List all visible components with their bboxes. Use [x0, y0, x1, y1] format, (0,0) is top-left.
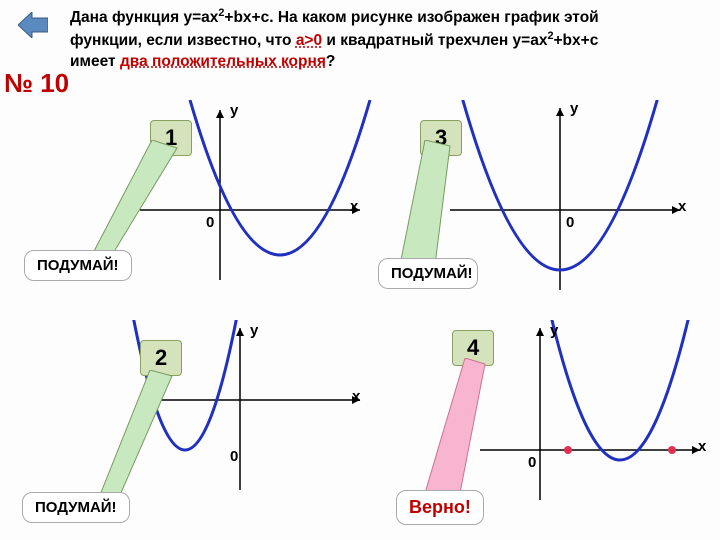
callout-tail-icon — [92, 140, 182, 260]
x-axis-label: х — [352, 388, 360, 405]
callout-tail-icon — [420, 358, 500, 498]
origin-label: 0 — [566, 214, 574, 231]
chart-3 — [440, 100, 700, 300]
y-axis-label: y — [550, 322, 558, 339]
back-arrow-icon[interactable] — [18, 12, 48, 38]
feedback-2: ПОДУМАЙ! — [22, 492, 130, 523]
y-axis-label: y — [250, 322, 258, 339]
x-axis-label: х — [678, 198, 686, 215]
callout-tail-icon — [395, 140, 475, 270]
y-axis-label: y — [570, 100, 578, 117]
feedback-3: ПОДУМАЙ! — [378, 258, 478, 289]
y-axis-label: y — [230, 102, 238, 119]
callout-tail-icon — [100, 370, 180, 500]
problem-number: № 10 — [4, 68, 69, 99]
feedback-1: ПОДУМАЙ! — [24, 250, 132, 281]
question-text: Дана функция y=ax2+bx+c. На каком рисунк… — [70, 6, 708, 73]
origin-label: 0 — [206, 214, 214, 231]
x-axis-label: х — [350, 198, 358, 215]
origin-label: 0 — [230, 448, 238, 465]
condition-roots: два положительных корня — [120, 53, 326, 70]
x-axis-label: х — [698, 438, 706, 455]
feedback-4-correct: Верно! — [396, 490, 484, 525]
origin-label: 0 — [528, 454, 536, 471]
condition-a: a>0 — [296, 32, 322, 49]
graph-panel-3: y х 0 3 — [440, 100, 700, 300]
